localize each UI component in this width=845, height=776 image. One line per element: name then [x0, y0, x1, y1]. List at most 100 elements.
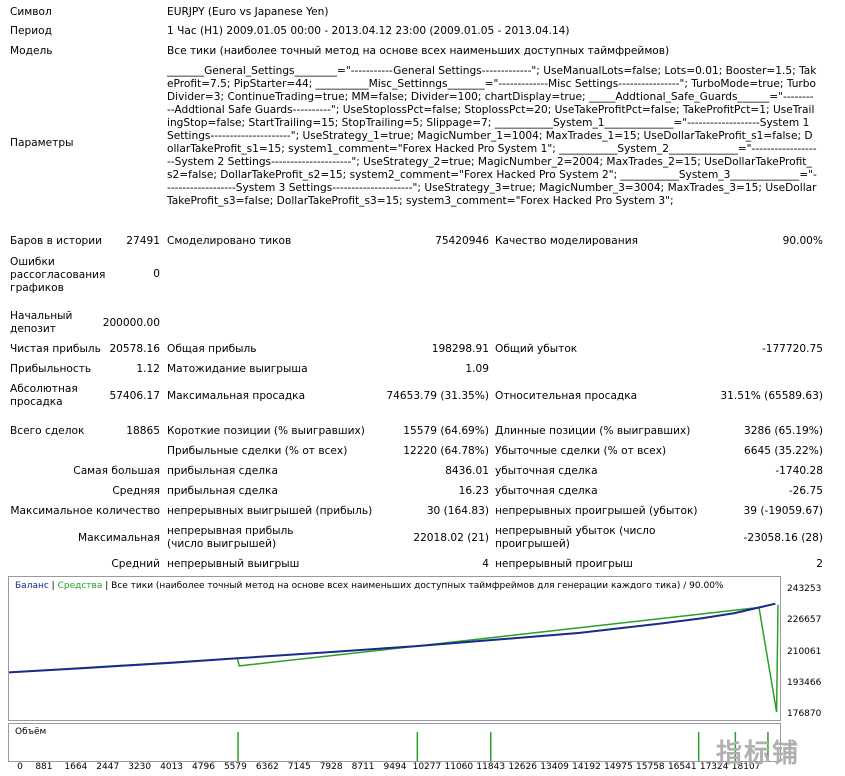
max-dd-value: 74653.79 (31.35%)	[386, 390, 489, 402]
short-label: Короткие позиции (% выигравших)	[167, 425, 365, 437]
x-tick-label: 15758	[636, 762, 665, 772]
y-tick-label: 243253	[787, 584, 822, 594]
abs-dd-label: Абсолютная просадка	[10, 383, 78, 408]
volume-bar	[490, 732, 492, 761]
largest-loss-value: -1740.28	[775, 465, 823, 477]
chart-legend: Баланс | Средства | Все тики (наиболее т…	[15, 581, 724, 591]
legend-equity: Средства	[57, 581, 103, 591]
maximal-profit-label: непрерывная прибыль (число выигрышей)	[167, 525, 294, 550]
x-tick-label: 17324	[699, 762, 729, 772]
deposit-label: Начальный депозит	[10, 310, 73, 335]
y-tick-label: 226657	[787, 615, 822, 626]
total-trades-value: 18865	[126, 425, 160, 437]
maximal-loss-value: -23058.16 (28)	[743, 532, 823, 544]
legend-balance: Баланс	[15, 581, 49, 591]
loss-trades-label: Убыточные сделки (% от всех)	[495, 445, 667, 457]
max-dd-label: Максимальная просадка	[167, 390, 306, 402]
gross-loss-value: -177720.75	[761, 343, 823, 355]
largest-label: Самая большая	[73, 465, 160, 477]
period-value: 1 Час (H1) 2009.01.05 00:00 - 2013.04.12…	[167, 25, 570, 37]
y-tick-label: 176870	[787, 709, 822, 719]
bars-label: Баров в истории	[10, 235, 103, 247]
y-tick-label: 210061	[787, 646, 822, 657]
net-profit-label: Чистая прибыль	[10, 343, 101, 355]
x-tick-label: 14192	[572, 762, 601, 772]
modeled-label: Смоделировано тиков	[167, 235, 292, 247]
quality-value: 90.00%	[782, 235, 823, 247]
average-profit-value: 16.23	[458, 485, 489, 497]
model-value: Все тики (наиболее точный метод на основ…	[167, 45, 670, 57]
x-tick-label: 881	[35, 762, 53, 772]
average-loss-value: -26.75	[788, 485, 823, 497]
balance-line	[9, 602, 776, 674]
average-profit-label: прибыльная сделка	[167, 485, 278, 497]
avg-cons-loss-label: непрерывный проигрыш	[495, 558, 633, 570]
avg-cons-loss-value: 2	[816, 558, 823, 570]
avg-cons-label: Средний	[111, 558, 160, 570]
average-label: Средняя	[112, 485, 160, 497]
x-tick-label: 18107	[731, 762, 761, 772]
x-tick-label: 5579	[223, 762, 247, 772]
x-tick-label: 10277	[412, 762, 442, 772]
modeled-value: 75420946	[435, 235, 489, 247]
average-loss-label: убыточная сделка	[495, 485, 598, 497]
x-tick-label: 6362	[255, 762, 279, 772]
max-count-loss-value: 39 (-19059.67)	[743, 505, 823, 517]
x-tick-label: 13409	[540, 762, 569, 772]
symbol-value: EURJPY (Euro vs Japanese Yen)	[167, 6, 329, 18]
params-label: Параметры	[10, 137, 74, 149]
long-label: Длинные позиции (% выигравших)	[495, 425, 691, 437]
volume-bar	[767, 732, 769, 761]
gross-loss-label: Общий убыток	[495, 343, 578, 355]
x-tick-label: 12626	[508, 762, 537, 772]
equity-line	[9, 604, 779, 713]
gross-profit-label: Общая прибыль	[167, 343, 257, 355]
long-value: 3286 (65.19%)	[744, 425, 823, 437]
rel-dd-value: 31.51% (65589.63)	[720, 390, 823, 402]
expected-label: Матожидание выигрыша	[167, 363, 308, 375]
errors-value: 0	[153, 268, 160, 280]
x-tick-label: 9494	[383, 762, 407, 772]
symbol-label: Символ	[10, 6, 52, 18]
loss-trades-value: 6645 (35.22%)	[744, 445, 823, 457]
y-tick-label: 193466	[787, 677, 822, 688]
watermark: 指标铺	[716, 739, 801, 769]
x-tick-label: 4013	[160, 762, 184, 772]
total-trades-label: Всего сделок	[10, 425, 85, 437]
abs-dd-value: 57406.17	[109, 390, 160, 402]
profit-factor-value: 1.12	[136, 363, 160, 375]
maximal-loss-label: непрерывный убыток (число проигрышей)	[495, 525, 656, 550]
bars-value: 27491	[126, 235, 160, 247]
model-label: Модель	[10, 45, 53, 57]
max-count-loss-label: непрерывных проигрышей (убыток)	[495, 505, 698, 517]
volume-bar	[734, 732, 737, 761]
volume-plot	[237, 732, 769, 761]
volume-panel: Объём	[8, 723, 781, 762]
gross-profit-value: 198298.91	[431, 343, 489, 355]
x-tick-label: 7928	[319, 762, 343, 772]
balance-chart-plot	[9, 602, 779, 713]
x-tick-label: 11843	[476, 762, 506, 772]
x-tick-label: 16541	[667, 762, 697, 772]
x-tick-label: 14975	[604, 762, 633, 772]
profit-trades-label: Прибыльные сделки (% от всех)	[167, 445, 348, 457]
errors-label: Ошибки рассогласования графиков	[10, 256, 106, 294]
period-label: Период	[10, 25, 52, 37]
x-tick-label: 2447	[96, 762, 120, 772]
rel-dd-label: Относительная просадка	[495, 390, 638, 402]
quality-label: Качество моделирования	[495, 235, 638, 247]
legend-model: Все тики (наиболее точный метод на основ…	[111, 581, 724, 591]
maximal-profit-value: 22018.02 (21)	[413, 532, 489, 544]
max-count-profit-value: 30 (164.83)	[426, 505, 489, 517]
profit-factor-label: Прибыльность	[10, 363, 92, 375]
expected-value: 1.09	[465, 363, 489, 375]
balance-chart: Баланс | Средства | Все тики (наиболее т…	[8, 576, 781, 721]
short-value: 15579 (64.69%)	[403, 425, 489, 437]
largest-profit-label: прибыльная сделка	[167, 465, 278, 477]
profit-trades-value: 12220 (64.78%)	[403, 445, 489, 457]
max-count-label: Максимальное количество	[10, 505, 160, 517]
x-tick-label: 0	[17, 762, 23, 772]
deposit-value: 200000.00	[102, 317, 160, 329]
x-tick-label: 8711	[351, 762, 375, 772]
x-tick-label: 7145	[287, 762, 311, 772]
